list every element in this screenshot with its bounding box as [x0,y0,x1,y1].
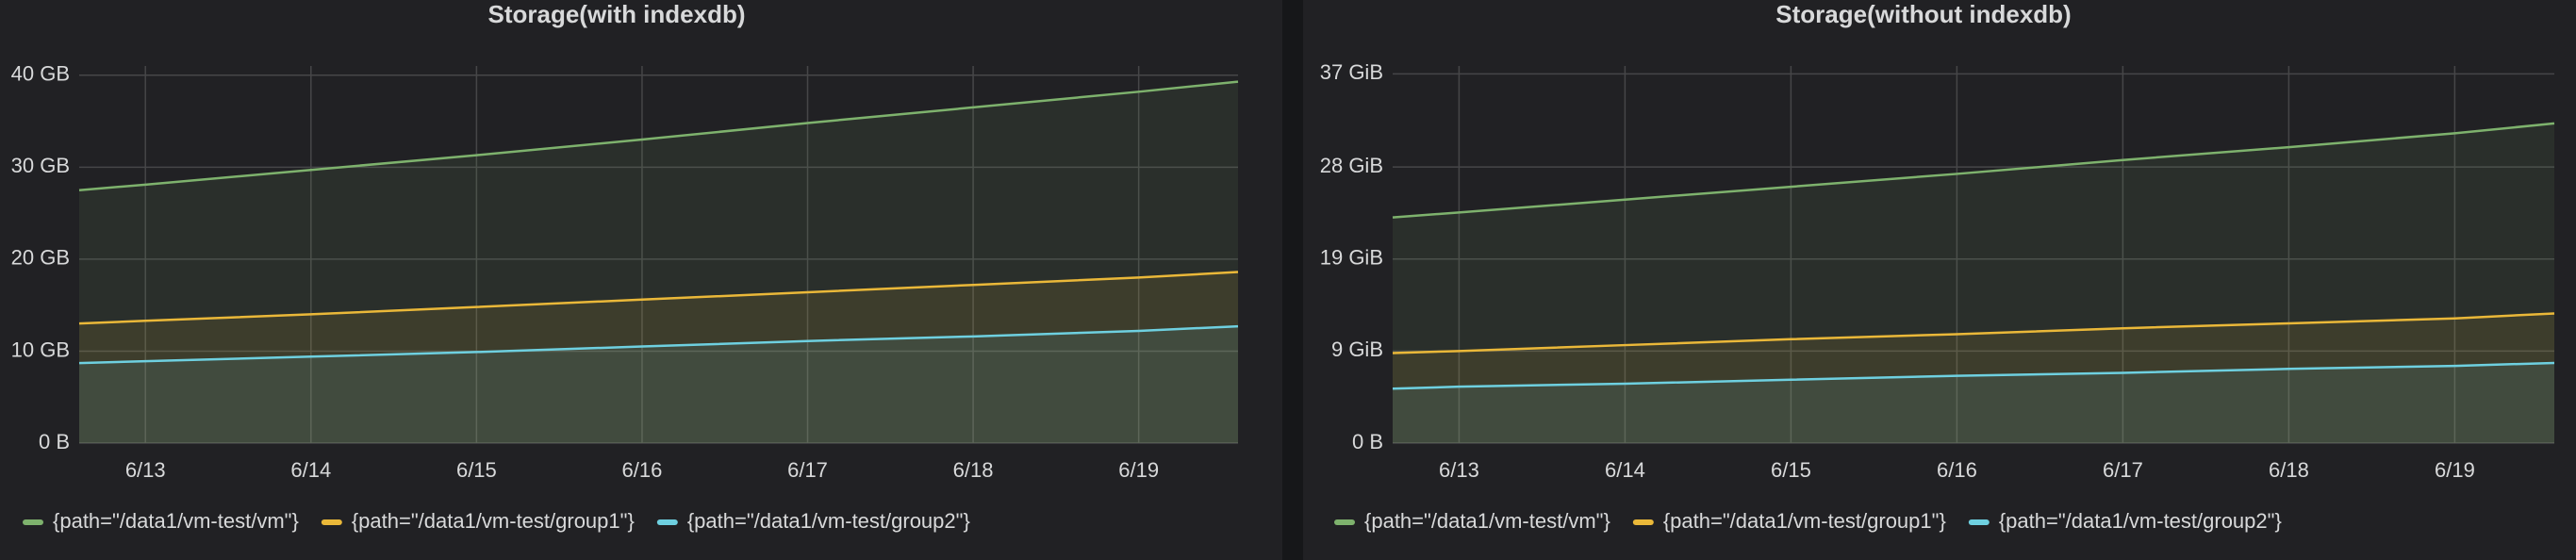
x-tick-label: 6/14 [290,458,331,482]
series-line [78,80,1239,191]
x-tick-label: 6/15 [1771,458,1811,482]
y-tick-label: 9 GiB [1331,338,1383,361]
x-tick-label: 6/17 [787,458,828,482]
x-tick-label: 6/17 [2103,458,2143,482]
y-tick-label: 30 GB [11,154,70,177]
legend-swatch [321,519,342,525]
legend-swatch [1632,519,1654,525]
legend-swatch [656,519,678,525]
legend-label: {path="/data1/vm-test/group1"} [1663,509,1946,533]
x-tick-label: 6/15 [456,458,497,482]
legend-swatch [1968,519,1990,525]
y-tick-label: 28 GiB [1320,154,1383,177]
legend-label: {path="/data1/vm-test/vm"} [53,509,299,533]
y-tick-label: 20 GB [11,246,70,270]
y-tick-label: 0 B [39,430,70,453]
x-tick-label: 6/14 [1605,458,1645,482]
y-tick-label: 40 GB [11,62,70,86]
x-tick-label: 6/16 [1937,458,1977,482]
chart-title: Storage(without indexdb) [1775,0,2071,28]
legend-label: {path="/data1/vm-test/group1"} [352,509,635,533]
y-tick-label: 19 GiB [1320,246,1383,270]
legend-label: {path="/data1/vm-test/group2"} [687,509,970,533]
y-tick-label: 0 B [1352,430,1383,453]
area [79,272,1238,443]
series-line [78,324,1239,365]
series-line [78,271,1239,325]
legend-label: {path="/data1/vm-test/vm"} [1364,509,1610,533]
x-tick-label: 6/13 [1439,458,1479,482]
area [79,81,1238,444]
panel [1303,0,2576,560]
chart-title: Storage(with indexdb) [488,0,746,28]
y-tick-label: 37 GiB [1320,60,1383,84]
series-line [1392,361,2555,390]
legend-label: {path="/data1/vm-test/group2"} [1999,509,2282,533]
legend-swatch [1334,519,1355,525]
y-tick-label: 10 GB [11,338,70,361]
x-tick-label: 6/18 [2269,458,2309,482]
x-tick-label: 6/13 [125,458,166,482]
x-tick-label: 6/16 [622,458,663,482]
area [1393,313,2554,443]
series-line [1392,312,2555,354]
area [1393,123,2554,443]
series-line [1392,122,2555,219]
x-tick-label: 6/19 [1118,458,1159,482]
x-tick-label: 6/19 [2435,458,2475,482]
x-tick-label: 6/18 [953,458,994,482]
legend-swatch [23,519,43,525]
